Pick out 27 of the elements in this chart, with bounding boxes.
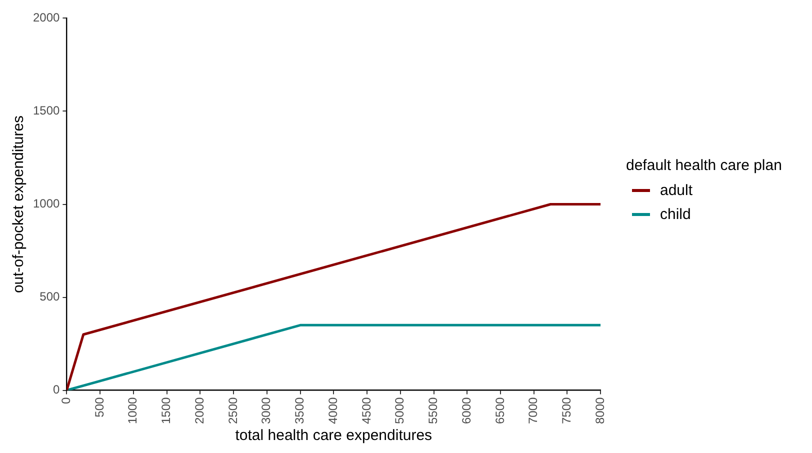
x-tick-label: 3000 (259, 396, 274, 424)
legend-label: adult (660, 182, 693, 198)
x-tick-label: 5000 (392, 396, 407, 424)
y-tick-label: 1500 (32, 104, 60, 118)
y-tick-label: 500 (40, 290, 60, 304)
x-tick-label: 2500 (226, 396, 240, 424)
y-tick-label: 0 (53, 382, 60, 397)
x-tick-label: 6000 (459, 396, 474, 424)
x-axis-title: total health care expenditures (235, 427, 432, 444)
x-tick-label: 2000 (192, 396, 206, 424)
y-tick-label: 2000 (32, 10, 60, 25)
x-tick-label: 4500 (359, 396, 374, 424)
x-tick-label: 5500 (426, 396, 440, 424)
legend-title: default health care plan (626, 157, 782, 174)
x-tick-label: 7500 (560, 396, 574, 424)
x-tick-label: 0 (59, 396, 74, 404)
x-tick-label: 1000 (126, 396, 140, 424)
x-tick-label: 4000 (326, 396, 340, 424)
x-tick-label: 7000 (526, 396, 540, 424)
x-tick-label: 500 (92, 396, 106, 418)
y-axis-title: out-of-pocket expenditures (10, 115, 28, 294)
x-tick-label: 8000 (592, 396, 607, 424)
x-tick-label: 1500 (159, 396, 174, 424)
x-tick-label: 6500 (492, 396, 507, 424)
x-tick-label: 3500 (292, 396, 307, 424)
legend-label: child (660, 206, 691, 222)
y-tick-label: 1000 (32, 196, 60, 211)
